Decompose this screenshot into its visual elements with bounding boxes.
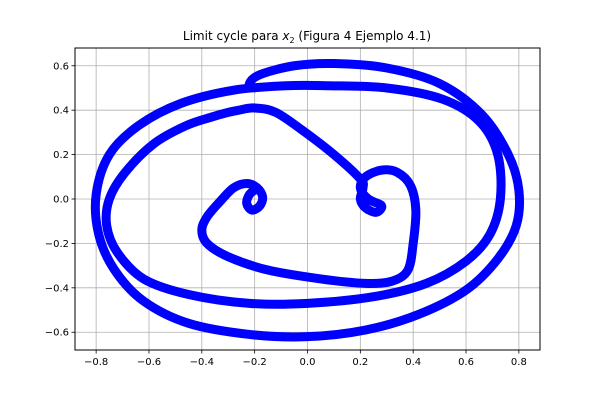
x-tick-label: 0.4 [405, 357, 421, 368]
y-tick-label: −0.4 [45, 283, 69, 294]
chart-title-prefix: Limit cycle para [183, 29, 282, 43]
series-layer [90, 58, 525, 342]
y-tick-label: 0.6 [53, 61, 69, 72]
y-tick-label: 0.2 [53, 150, 69, 161]
x-tick-label: −0.6 [137, 357, 161, 368]
y-tick-label: −0.2 [45, 239, 69, 250]
x-tick-label: 0.0 [300, 357, 316, 368]
y-tick-label: 0.4 [53, 106, 69, 117]
x-tick-label: −0.8 [84, 357, 108, 368]
chart-title-variable: x [281, 29, 290, 43]
x-tick-label: −0.2 [243, 357, 267, 368]
y-tick-label: 0.0 [53, 195, 69, 206]
chart-title-suffix: (Figura 4 Ejemplo 4.1) [295, 29, 432, 43]
x-tick-label: −0.4 [190, 357, 214, 368]
series-line [90, 58, 525, 342]
chart-title: Limit cycle para x2 (Figura 4 Ejemplo 4.… [183, 29, 431, 45]
tick-layer: −0.8 −0.6 −0.4 −0.2 0.0 0.2 0.4 0.6 0.8 −0.6 −0.4 −… [45, 61, 527, 368]
x-tick-label: 0.2 [352, 357, 368, 368]
y-tick-label: −0.6 [45, 328, 69, 339]
x-tick-label: 0.6 [458, 357, 474, 368]
x-tick-label: 0.8 [511, 357, 527, 368]
chart-title-subscript: 2 [289, 36, 294, 45]
